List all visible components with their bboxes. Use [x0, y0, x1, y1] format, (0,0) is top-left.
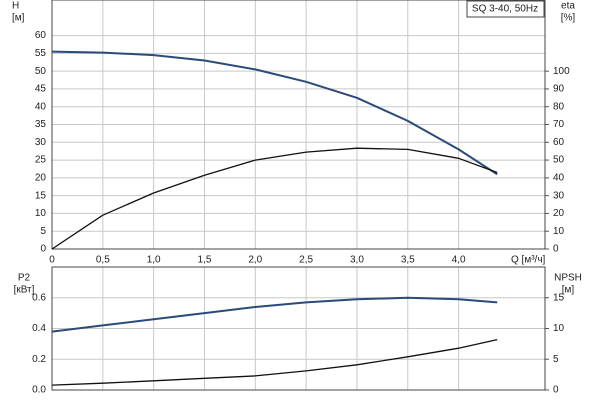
y-tick-label: 5 [40, 226, 46, 237]
y2-axis-label: eta [561, 1, 575, 12]
y-tick-label: 25 [35, 155, 47, 166]
y2-tick-label: 30 [553, 190, 565, 201]
x-tick-label: 3,5 [401, 255, 415, 266]
y2-tick-label: 70 [553, 119, 565, 130]
y-tick-label: 10 [35, 208, 47, 219]
y2-tick-label: 50 [553, 155, 565, 166]
y2-tick-label: 100 [553, 66, 570, 77]
y-tick-label: 0.2 [32, 354, 46, 365]
y-axis-label: [кВт] [14, 285, 35, 296]
y2-tick-label: 0 [553, 385, 559, 396]
chart-title: SQ 3-40, 50Hz [472, 4, 538, 15]
y-tick-label: 40 [35, 101, 47, 112]
y2-tick-label: 10 [553, 226, 565, 237]
y-tick-label: 55 [35, 48, 47, 59]
y2-tick-label: 40 [553, 172, 565, 183]
y-tick-label: 0.0 [32, 385, 46, 396]
curve [51, 50, 498, 176]
y2-tick-label: 20 [553, 208, 565, 219]
y-tick-label: 30 [35, 137, 47, 148]
y-tick-label: 0.4 [32, 323, 46, 334]
curve [51, 296, 498, 333]
y2-tick-label: 80 [553, 101, 565, 112]
y-tick-label: 35 [35, 119, 47, 130]
y-tick-label: 0 [40, 244, 46, 255]
x-tick-label: 2,0 [248, 255, 262, 266]
y-tick-label: 45 [35, 84, 47, 95]
x-tick-label: 3,0 [350, 255, 364, 266]
x-tick-label: 0 [49, 255, 55, 266]
plot-frame [51, 266, 546, 391]
y2-tick-label: 5 [553, 354, 559, 365]
y2-tick-label: 60 [553, 137, 565, 148]
y-tick-label: 20 [35, 172, 47, 183]
y-axis-label: [м] [12, 13, 25, 24]
curve [51, 338, 498, 386]
y-tick-label: 15 [35, 190, 47, 201]
plot-frame [51, 0, 546, 250]
y-tick-label: 60 [35, 30, 47, 41]
x-tick-label: 0,5 [96, 255, 110, 266]
x-tick-label: 4,0 [452, 255, 466, 266]
y-axis-label: P2 [18, 273, 31, 284]
y-tick-label: 50 [35, 66, 47, 77]
y2-axis-label: [м] [562, 285, 575, 296]
curve [51, 147, 498, 250]
x-tick-label: 2,5 [299, 255, 313, 266]
y2-tick-label: 90 [553, 84, 565, 95]
y2-axis-label: [%] [561, 13, 576, 24]
y-axis-label: H [12, 1, 19, 12]
x-tick-label: 1,5 [198, 255, 212, 266]
y2-tick-label: 15 [553, 292, 565, 303]
y2-axis-label: NPSH [554, 273, 582, 284]
title-box [466, 0, 545, 18]
y-tick-label: 0.6 [32, 292, 46, 303]
y2-tick-label: 0 [553, 244, 559, 255]
x-axis-label: Q [м³/ч] [511, 255, 546, 266]
x-tick-label: 1,0 [147, 255, 161, 266]
y2-tick-label: 10 [553, 323, 565, 334]
